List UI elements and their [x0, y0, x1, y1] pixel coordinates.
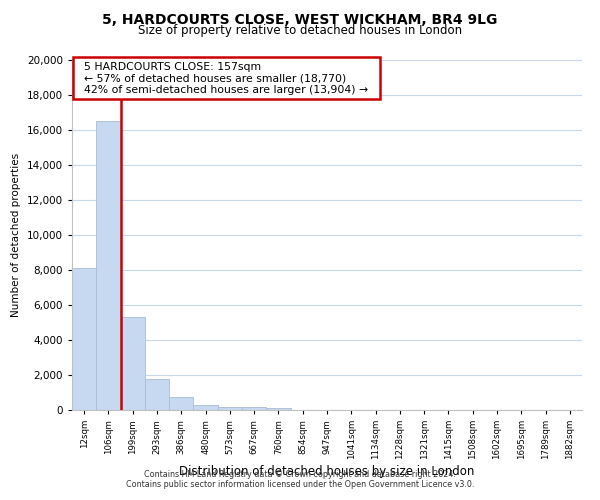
Bar — [96, 122, 121, 410]
Text: 5 HARDCOURTS CLOSE: 157sqm
  ← 57% of detached houses are smaller (18,770)
  42%: 5 HARDCOURTS CLOSE: 157sqm ← 57% of deta… — [77, 62, 375, 95]
Bar — [72, 268, 96, 410]
Bar — [242, 408, 266, 410]
Bar — [169, 397, 193, 410]
Text: 5, HARDCOURTS CLOSE, WEST WICKHAM, BR4 9LG: 5, HARDCOURTS CLOSE, WEST WICKHAM, BR4 9… — [103, 12, 497, 26]
Text: Size of property relative to detached houses in London: Size of property relative to detached ho… — [138, 24, 462, 37]
Text: Contains HM Land Registry data © Crown copyright and database right 2024.
Contai: Contains HM Land Registry data © Crown c… — [126, 470, 474, 489]
Bar — [121, 318, 145, 410]
Y-axis label: Number of detached properties: Number of detached properties — [11, 153, 21, 317]
Bar — [193, 405, 218, 410]
Bar — [145, 378, 169, 410]
X-axis label: Distribution of detached houses by size in London: Distribution of detached houses by size … — [179, 465, 475, 478]
Bar — [218, 408, 242, 410]
Bar — [266, 408, 290, 410]
